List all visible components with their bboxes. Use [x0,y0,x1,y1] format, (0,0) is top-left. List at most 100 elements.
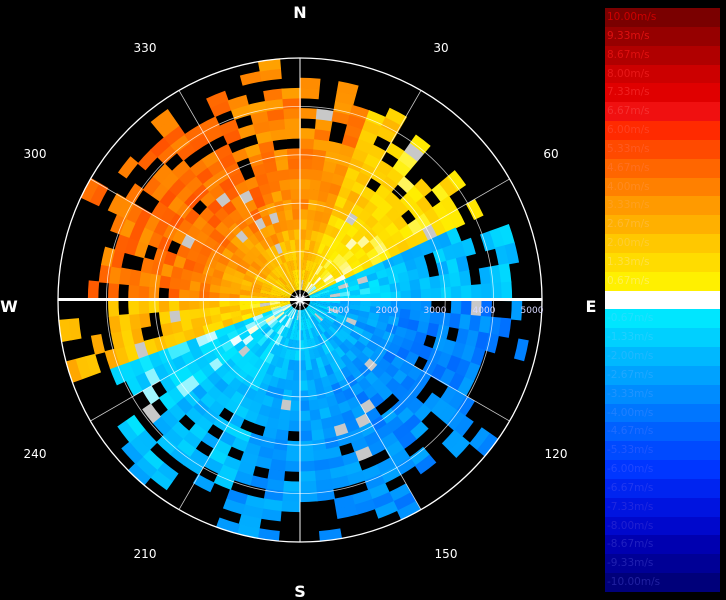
velocity-bin [340,409,356,424]
velocity-bin [160,262,174,278]
velocity-bin [320,354,330,367]
velocity-bin [265,416,279,430]
legend-label: 2.00m/s [607,237,650,250]
velocity-bin [318,221,329,234]
range-label-2000: 2000 [376,306,399,316]
velocity-bin [264,276,276,285]
velocity-bin [358,281,370,290]
velocity-bin [332,320,345,330]
velocity-bin [276,264,286,276]
velocity-bin [324,276,336,286]
velocity-bin [398,151,418,170]
velocity-bin [307,285,316,294]
velocity-bin [345,317,358,327]
velocity-bin [213,439,232,456]
velocity-bin [399,308,411,320]
velocity-bin [309,294,321,299]
velocity-bin [329,361,341,374]
velocity-bin [389,282,401,293]
velocity-bin [292,309,298,320]
velocity-bin [504,242,520,265]
velocity-bin [317,266,327,277]
velocity-bin [201,407,220,425]
velocity-bin [280,189,292,201]
velocity-bin [359,305,371,313]
velocity-bin [319,528,343,542]
velocity-bin [326,312,337,321]
velocity-bin [264,260,275,272]
velocity-bin [360,329,374,341]
velocity-bin [392,159,412,177]
velocity-bin [268,118,286,132]
velocity-bin [294,350,300,361]
velocity-bin [68,318,82,341]
velocity-bin [338,208,352,222]
velocity-bin [306,318,313,329]
velocity-bin [159,206,177,225]
velocity-bin [337,310,350,318]
velocity-bin [242,349,255,363]
velocity-bin [333,494,355,510]
velocity-bin [389,307,401,319]
velocity-bin [209,283,221,293]
velocity-bin [278,179,291,191]
velocity-bin [392,492,417,512]
velocity-bin [265,247,276,259]
legend-swatch [605,252,720,272]
velocity-bin [328,465,348,480]
velocity-bin [367,439,386,457]
velocity-bin [259,226,271,239]
velocity-bin [235,356,249,370]
velocity-bin [171,160,191,179]
velocity-bin [241,374,255,388]
legend-entry: -2.67m/s [605,365,720,385]
velocity-bin [296,330,300,341]
velocity-bin [320,375,332,389]
velocity-bin [439,368,456,387]
velocity-bin [270,255,281,267]
velocity-bin [300,208,309,220]
velocity-bin [247,365,260,379]
velocity-bin [285,284,294,293]
velocity-bin [363,430,381,447]
velocity-bin [241,254,254,266]
velocity-bin [436,324,450,341]
legend-entry: 10.00m/s [605,8,720,27]
velocity-bin [121,441,144,465]
legend-label: -3.33m/s [607,387,654,400]
velocity-bin [464,362,481,383]
velocity-bin [333,391,348,405]
bearing-label-30: 30 [433,41,448,55]
velocity-bin [248,378,262,392]
velocity-bin [271,286,282,294]
legend-entry: -1.33m/s [605,328,720,348]
velocity-bin [354,413,371,429]
velocity-bin [268,319,279,329]
velocity-bin [330,475,350,490]
velocity-bin [265,202,277,215]
velocity-bin [335,229,347,243]
velocity-bin [58,319,72,343]
velocity-bin [451,341,466,360]
velocity-bin [326,192,339,206]
velocity-bin [319,321,329,332]
velocity-bin [143,338,158,356]
velocity-bin [330,238,342,251]
velocity-bin [380,465,402,484]
velocity-bin [281,490,300,503]
velocity-bin [148,272,162,288]
velocity-bin [153,363,170,381]
velocity-bin [284,118,301,130]
velocity-bin [169,276,181,290]
velocity-bin [300,218,308,230]
velocity-bin [259,302,271,308]
velocity-bin [289,400,300,412]
velocity-bin [218,119,239,136]
velocity-bin [310,337,318,350]
legend-swatch [605,64,720,84]
velocity-bin [284,272,292,283]
legend-swatch [605,290,720,310]
velocity-bin [414,178,433,197]
velocity-bin [314,312,324,322]
velocity-bin [317,242,327,255]
